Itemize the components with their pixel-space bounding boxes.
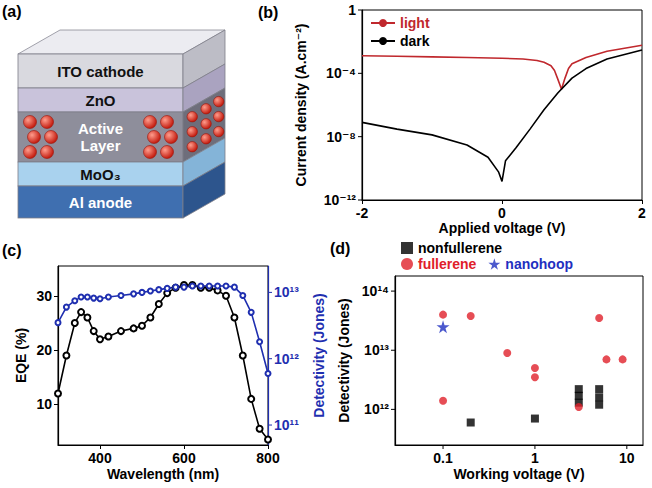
svg-text:10¹²: 10¹²	[274, 351, 299, 367]
svg-text:Detectivity (Jones): Detectivity (Jones)	[336, 298, 352, 422]
svg-text:nonfullerene: nonfullerene	[418, 240, 502, 256]
svg-text:10⁻⁸: 10⁻⁸	[326, 129, 356, 145]
svg-text:Working voltage (V): Working voltage (V)	[453, 466, 584, 482]
svg-text:nanohoop: nanohoop	[505, 256, 573, 272]
svg-text:(a): (a)	[2, 3, 22, 20]
svg-text:10¹⁴: 10¹⁴	[362, 283, 389, 299]
svg-text:Detectivity (Jones): Detectivity (Jones)	[311, 293, 327, 417]
svg-text:Applied voltage (V): Applied voltage (V)	[439, 220, 566, 236]
svg-text:800: 800	[256, 450, 280, 466]
svg-text:10¹²: 10¹²	[364, 401, 389, 417]
svg-text:10¹³: 10¹³	[274, 284, 299, 300]
svg-text:600: 600	[172, 450, 196, 466]
svg-text:10⁻¹²: 10⁻¹²	[324, 192, 357, 208]
svg-text:light: light	[400, 15, 430, 31]
svg-text:fullerene: fullerene	[418, 256, 477, 272]
svg-text:400: 400	[88, 450, 112, 466]
svg-text:2: 2	[638, 205, 646, 221]
svg-text:Al anode: Al anode	[69, 194, 132, 211]
svg-text:1: 1	[531, 450, 539, 466]
svg-text:Current density (A.cm⁻²): Current density (A.cm⁻²)	[293, 24, 309, 187]
svg-text:(b): (b)	[258, 4, 278, 21]
svg-text:10: 10	[36, 396, 52, 412]
svg-text:(d): (d)	[330, 240, 350, 257]
svg-text:10⁻⁴: 10⁻⁴	[326, 65, 356, 81]
svg-text:ZnO: ZnO	[86, 92, 116, 109]
svg-text:dark: dark	[400, 33, 430, 49]
svg-text:30: 30	[36, 288, 52, 304]
svg-text:Layer: Layer	[80, 137, 120, 154]
svg-text:(c): (c)	[2, 242, 22, 259]
svg-text:-2: -2	[356, 205, 369, 221]
svg-text:10¹³: 10¹³	[364, 342, 389, 358]
svg-text:EQE (%): EQE (%)	[13, 328, 29, 383]
svg-text:0.1: 0.1	[433, 450, 453, 466]
svg-text:20: 20	[36, 342, 52, 358]
svg-text:1: 1	[348, 2, 356, 18]
svg-text:10: 10	[619, 450, 635, 466]
svg-text:0: 0	[498, 205, 506, 221]
svg-text:ITO cathode: ITO cathode	[57, 63, 143, 80]
svg-text:10¹¹: 10¹¹	[274, 417, 299, 433]
svg-text:MoO₃: MoO₃	[80, 166, 120, 183]
svg-text:Wavelength (nm): Wavelength (nm)	[107, 466, 219, 482]
svg-text:Active: Active	[78, 120, 123, 137]
